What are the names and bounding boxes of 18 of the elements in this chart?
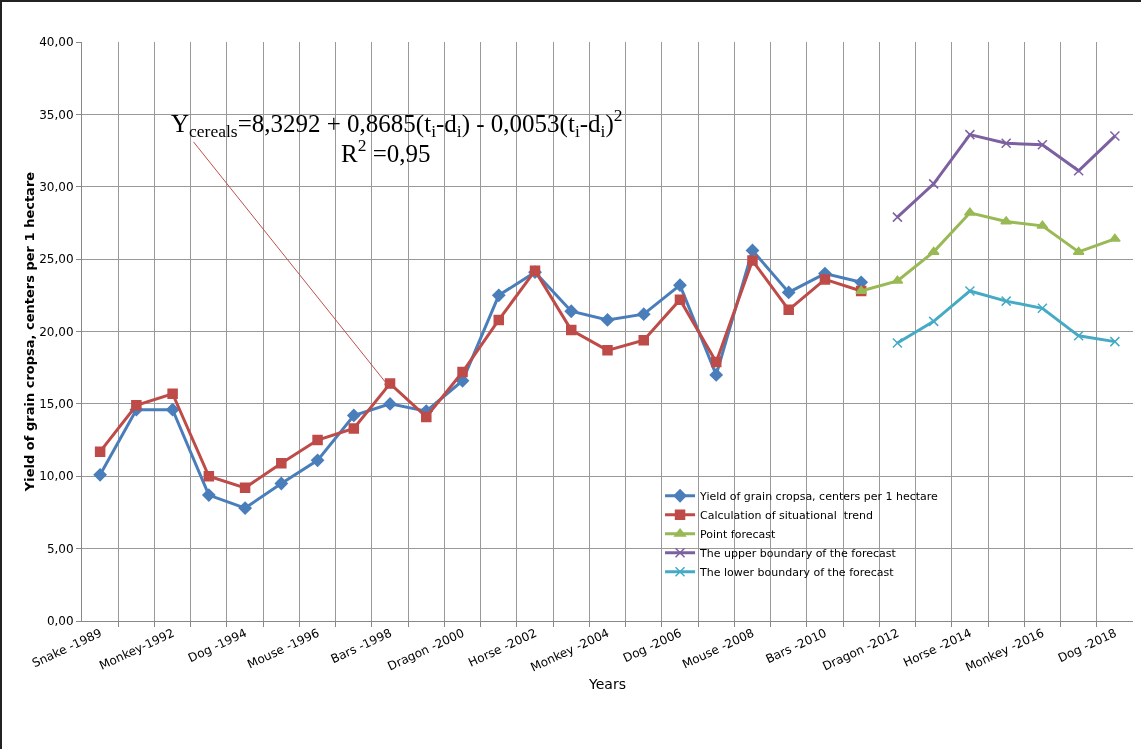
y-tick-label: 5,00 (46, 541, 74, 556)
legend-label: The lower boundary of the forecast (699, 566, 895, 580)
y-tick-label: 30,00 (39, 179, 74, 194)
y-tick-label: 20,00 (39, 324, 74, 339)
legend-label: Calculation of situational trend (700, 509, 873, 523)
y-tick-label: 0,00 (46, 614, 74, 629)
y-tick-label: 35,00 (39, 107, 74, 122)
y-tick-label: 40,00 (39, 35, 74, 50)
y-tick-label: 15,00 (39, 397, 74, 412)
x-tick-label: Dog -2018 (1055, 625, 1119, 666)
legend-label: Yield of grain cropsa, centers per 1 hectare (699, 490, 939, 504)
legend-label: Point forecast (700, 528, 777, 542)
text: Y$_{cereals}$=8,3292 + 0,8685(t$_{i}$-d$_{i}$) - 0,0053(t$_{i}$-d$_{i}$)$^{2}$ (171, 105, 623, 141)
y-axis-title: Yield of grain cropsa, centers per 1 hectare (22, 171, 38, 493)
y-tick-label: 25,00 (39, 252, 74, 267)
y-tick-label: 10,00 (39, 469, 74, 484)
legend-label: The upper boundary of the forecast (699, 547, 897, 561)
x-axis-title: Years (588, 676, 626, 693)
